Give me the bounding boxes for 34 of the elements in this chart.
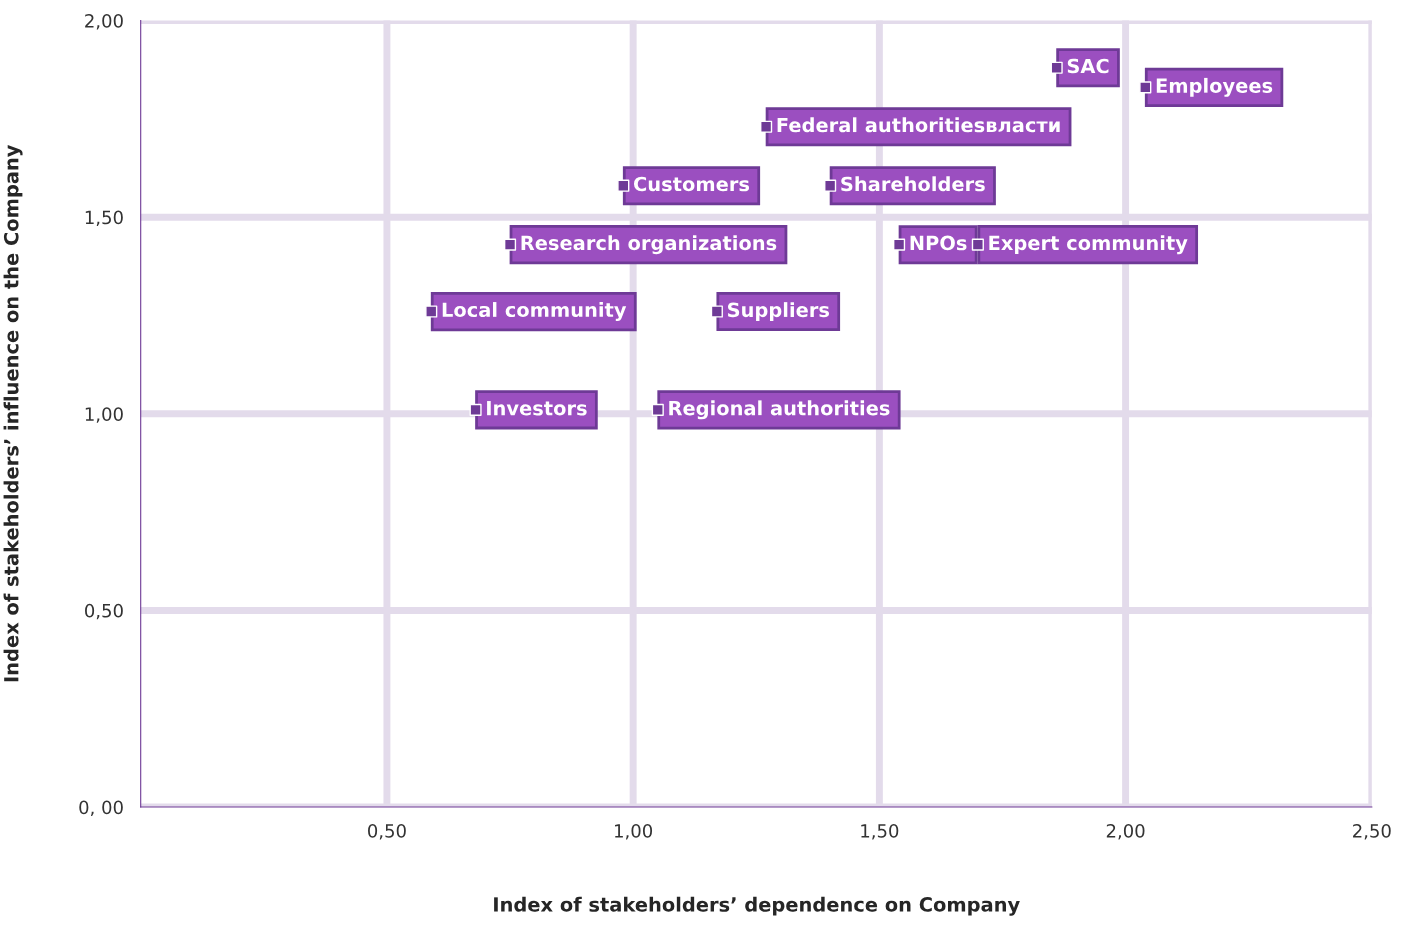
y-tick-label: 1,50 [85,210,123,227]
x-tick-label: 0,50 [368,824,406,840]
point [617,179,630,192]
y-tick-label: 1,00 [85,407,123,423]
point [651,403,664,416]
x-tick-label: 1,50 [861,824,899,840]
point [469,403,482,416]
annotation: Local community [442,302,627,322]
annotation: Employees [1156,77,1273,97]
annotation: Suppliers [727,302,830,321]
x-tick-label: 1,00 [615,824,653,840]
annotation: NPOs [910,235,967,251]
x-tick-label: 2,00 [1106,824,1145,840]
point [1139,81,1152,94]
annotation: Regional authorities [669,400,890,420]
annotation: SAC [1067,58,1109,74]
y-tick-label: 0, 00 [79,800,123,816]
y-tick-label: 0,50 [85,603,123,620]
point [503,238,517,251]
point [824,179,837,192]
y-tick-label: 2,00 [85,13,123,30]
annotation: Research organizations [521,235,777,255]
annotation: Customers [633,176,750,192]
point [971,238,984,251]
annotation: Federal authoritiesвласти [777,117,1060,133]
x-axis-title: Index of stakeholders’ dependence on Company [494,896,1020,916]
point [425,305,438,318]
annotation: Investors [487,401,587,416]
point [760,120,773,133]
y-axis-title: Index of stakeholders’ influence on the Company [3,144,23,682]
annotation: Expert community [989,235,1188,255]
x-tick-label: 2,50 [1353,824,1391,840]
annotation: Shareholders [841,176,985,192]
point [892,238,906,251]
